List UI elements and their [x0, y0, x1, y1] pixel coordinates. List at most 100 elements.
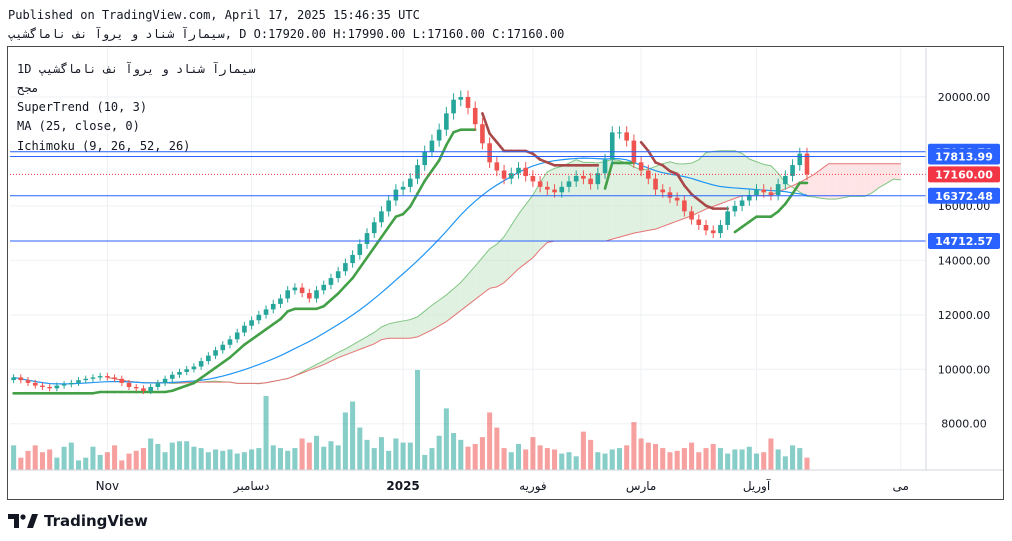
- supertrend-up-segment: [271, 317, 282, 326]
- candle-up: [292, 287, 298, 291]
- ichimoku-cloud-segment: [814, 169, 822, 199]
- supertrend-up-segment: [387, 215, 398, 229]
- ichimoku-cloud-segment: [504, 225, 512, 283]
- legend-ichimoku[interactable]: Ichimoku (9, 26, 52, 26): [17, 139, 191, 153]
- ichimoku-cloud-segment: [381, 323, 389, 340]
- volume-bar: [292, 448, 298, 470]
- volume-bar: [191, 446, 197, 470]
- volume-bar: [119, 460, 125, 470]
- candle-up: [184, 369, 190, 372]
- ichimoku-cloud-segment: [403, 319, 411, 339]
- supertrend-up-segment: [192, 376, 203, 385]
- candle-up: [617, 132, 622, 134]
- candle-down: [682, 200, 687, 212]
- candle-up: [393, 189, 399, 201]
- volume-bar: [458, 439, 464, 470]
- candle-down: [25, 380, 31, 383]
- supertrend-up-segment: [740, 220, 751, 229]
- x-tick-label: دسامبر: [233, 479, 270, 494]
- ichimoku-cloud-segment: [468, 266, 476, 305]
- ichimoku-cloud-segment: [763, 164, 771, 196]
- candle-up: [783, 175, 788, 185]
- legend-ma[interactable]: MA (25, close, 0): [17, 119, 140, 133]
- ichimoku-cloud-segment: [489, 244, 497, 289]
- volume-bar: [241, 452, 247, 470]
- volume-bar: [653, 443, 659, 470]
- supertrend-up-segment: [747, 215, 758, 224]
- candle-up: [458, 97, 464, 100]
- candle-up: [191, 366, 197, 370]
- supertrend-up-segment: [329, 292, 340, 302]
- x-tick-label: مارس: [626, 479, 657, 494]
- candle-down: [40, 385, 45, 387]
- volume-bar: [97, 454, 103, 470]
- ichimoku-cloud-segment: [446, 288, 454, 322]
- ichimoku-cloud-segment: [835, 163, 844, 200]
- candle-up: [602, 159, 608, 174]
- volume-bar: [681, 448, 687, 470]
- candle-up: [76, 380, 81, 383]
- ichimoku-cloud-segment: [806, 174, 815, 198]
- candle-up: [220, 344, 226, 351]
- ichimoku-cloud-segment: [843, 163, 851, 198]
- volume-bar: [508, 452, 514, 470]
- ichimoku-cloud-segment: [453, 282, 461, 317]
- volume-bar: [205, 452, 211, 470]
- supertrend-up-segment: [257, 327, 268, 336]
- volume-bar: [371, 448, 377, 470]
- volume-bar: [342, 412, 348, 470]
- y-tick-label: 14000.00: [938, 254, 991, 267]
- supertrend-up-segment: [416, 179, 427, 195]
- candle-up: [249, 320, 254, 326]
- volume-bar: [414, 370, 421, 470]
- open-value: O:17920.00: [253, 27, 326, 41]
- candle-up: [718, 224, 723, 234]
- ichimoku-cloud-segment: [633, 166, 642, 234]
- legend-supertrend[interactable]: SuperTrend (10, 3): [17, 100, 148, 114]
- volume-bar: [234, 453, 240, 470]
- volume-bar: [328, 441, 334, 470]
- volume-bar: [573, 456, 579, 470]
- volume-bar: [523, 449, 529, 470]
- candle-up: [573, 175, 579, 182]
- candle-up: [270, 303, 276, 310]
- candle-down: [552, 189, 557, 193]
- candle-up: [754, 189, 759, 196]
- candle-down: [32, 382, 38, 386]
- price-level-label-bg: [928, 148, 1000, 165]
- candle-up: [61, 384, 67, 386]
- brand[interactable]: TradingView: [8, 512, 148, 530]
- volume-bar: [256, 448, 262, 470]
- volume-bar: [436, 435, 442, 470]
- y-tick-label: 10000.00: [938, 363, 991, 376]
- candle-up: [422, 151, 428, 166]
- candle-up: [242, 325, 247, 333]
- candle-up: [83, 378, 89, 381]
- ichimoku-cloud-segment: [669, 161, 678, 224]
- volume-bar: [501, 448, 507, 470]
- candle-down: [674, 197, 680, 201]
- volume-bar: [602, 453, 608, 470]
- supertrend-up-segment: [199, 371, 210, 380]
- ichimoku-cloud-segment: [431, 300, 440, 330]
- y-tick-label: 20000.00: [938, 91, 991, 104]
- candle-down: [710, 230, 716, 234]
- supertrend-up-segment: [365, 246, 376, 259]
- supertrend-up-segment: [351, 266, 362, 280]
- supertrend-up-segment: [733, 225, 744, 234]
- legend-title: 1D سیمارآ شناد و یروآ نف ناماگشیپ: [17, 62, 256, 76]
- ichimoku-cloud-segment: [871, 163, 880, 193]
- volume-bar: [350, 401, 356, 470]
- volume-bar: [32, 445, 38, 470]
- price-level-label: 14712.57: [935, 235, 993, 248]
- volume-bar: [162, 452, 168, 470]
- candle-up: [451, 99, 456, 114]
- volume-bar: [790, 445, 796, 470]
- volume-bar: [703, 448, 709, 470]
- volume-bar: [696, 452, 702, 470]
- volume-bar: [422, 454, 428, 470]
- volume-bar: [47, 449, 53, 470]
- y-tick-label: 8000.00: [941, 418, 987, 431]
- candle-down: [501, 170, 507, 179]
